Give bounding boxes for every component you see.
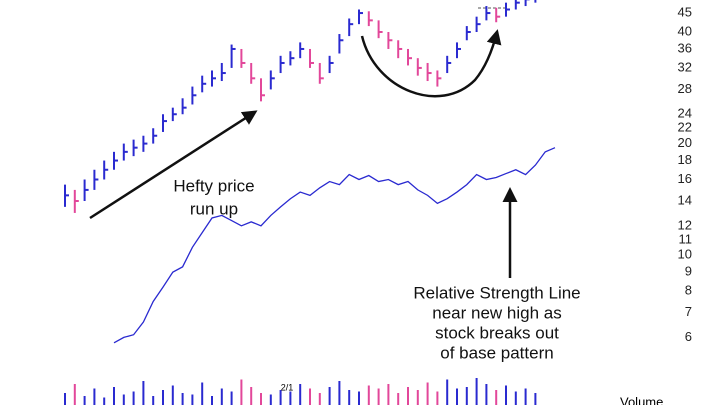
- annotation: stock breaks out: [435, 323, 559, 342]
- y-tick-label: 12: [678, 217, 692, 232]
- volume-bar: [220, 388, 223, 405]
- volume-bar: [367, 385, 370, 405]
- volume-bar: [201, 382, 204, 405]
- volume-bar: [64, 393, 66, 405]
- volume-bar: [73, 384, 76, 405]
- volume-bar: [181, 393, 184, 405]
- y-tick-label: 10: [678, 247, 692, 262]
- rs-line: [113, 147, 556, 344]
- volume-bar: [534, 393, 537, 405]
- volume-bar: [407, 387, 409, 405]
- volume-bar: [505, 385, 507, 405]
- y-tick-label: 36: [678, 40, 692, 55]
- annotation: Relative Strength Line: [413, 283, 580, 302]
- volume-bar: [240, 379, 243, 405]
- y-tick-label: 14: [678, 192, 692, 207]
- volume-bar: [250, 387, 253, 405]
- volume-bar: [416, 390, 419, 405]
- volume-bar: [211, 396, 213, 405]
- volume-bar: [93, 388, 96, 405]
- volume-bar: [328, 387, 331, 405]
- volume-bar: [152, 396, 155, 405]
- y-tick-label: 8: [685, 283, 692, 298]
- annotation: Hefty price: [173, 176, 254, 195]
- volume-bar: [318, 393, 321, 405]
- y-tick-label: 18: [678, 152, 692, 167]
- volume-bar: [142, 381, 145, 405]
- y-tick-label: 24: [678, 106, 692, 121]
- y-tick-label: 28: [678, 81, 692, 96]
- volume-bar: [279, 390, 282, 405]
- volume-bar: [387, 384, 390, 405]
- y-tick-label: 9: [685, 264, 692, 279]
- y-tick-label: 7: [685, 304, 692, 319]
- split-label: 2/1: [281, 382, 294, 392]
- annotation: near new high as: [432, 303, 561, 322]
- volume-bar: [397, 393, 400, 405]
- volume-bar: [289, 391, 292, 405]
- volume-bar: [485, 384, 488, 405]
- y-tick-label: 40: [678, 23, 692, 38]
- volume-bar: [465, 387, 468, 405]
- y-tick-label: 22: [678, 120, 692, 135]
- volume-bar: [436, 391, 439, 405]
- volume-bar: [191, 394, 194, 405]
- annotation: of base pattern: [440, 343, 553, 362]
- base-arc: [360, 29, 502, 98]
- y-tick-label: 20: [678, 135, 692, 150]
- volume-bar: [495, 390, 498, 405]
- volume-bar: [113, 387, 115, 405]
- volume-bar: [377, 388, 380, 405]
- volume-bar: [338, 381, 341, 405]
- y-tick-label: 32: [678, 59, 692, 74]
- volume-bar: [132, 391, 135, 405]
- y-tick-label: 11: [679, 231, 693, 246]
- volume-bar: [456, 388, 458, 405]
- volume-bar: [524, 388, 527, 405]
- y-tick-label: 45: [678, 4, 692, 19]
- volume-bar: [162, 390, 164, 405]
- volume-bar: [260, 393, 262, 405]
- arrow: [89, 110, 258, 220]
- volume-bar: [103, 397, 106, 405]
- volume-bar: [348, 390, 351, 405]
- volume-bar: [514, 391, 517, 405]
- volume-bar: [299, 384, 302, 405]
- annotation: run up: [190, 199, 238, 218]
- volume-bar: [426, 382, 429, 405]
- y-tick-label: 16: [678, 171, 692, 186]
- volume-bar: [269, 394, 272, 405]
- volume-label: Volume: [620, 394, 663, 405]
- volume-bar: [358, 391, 360, 405]
- y-tick-label: 6: [685, 329, 692, 344]
- volume-bar: [171, 385, 174, 405]
- volume-bar: [475, 378, 478, 405]
- volume-bar: [122, 394, 125, 405]
- volume-bar: [230, 391, 233, 405]
- volume-bar: [309, 388, 311, 405]
- volume-bar: [446, 379, 449, 405]
- volume-bar: [83, 396, 86, 405]
- y-tick-label: 50: [678, 0, 692, 3]
